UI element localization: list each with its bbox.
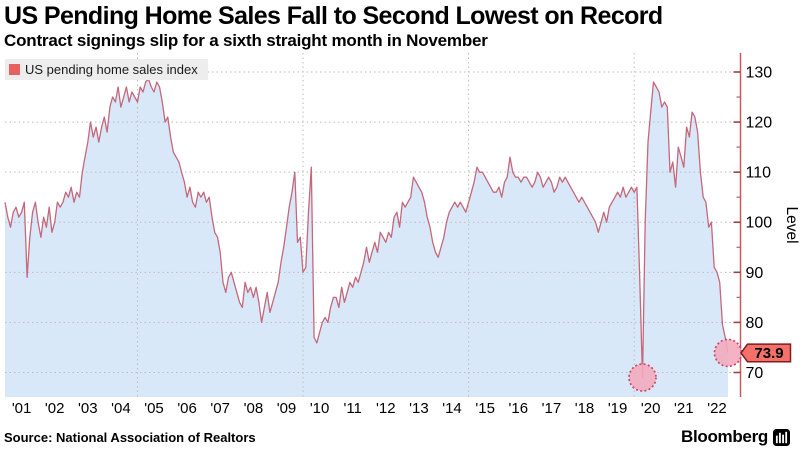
- page-title: US Pending Home Sales Fall to Second Low…: [4, 2, 663, 30]
- x-tick-label-11: '11: [343, 400, 361, 417]
- last-value-tag: [740, 343, 792, 363]
- y-tick-label-130: 130: [746, 65, 773, 82]
- x-tick-label-14: '14: [442, 400, 462, 417]
- y-tick-label-110: 110: [746, 165, 772, 182]
- legend: US pending home sales index: [5, 59, 208, 80]
- bloomberg-wordmark: Bloomberg: [680, 427, 768, 446]
- x-tick-label-05: '05: [144, 400, 164, 417]
- y-tick-label-120: 120: [746, 115, 773, 132]
- bloomberg-terminal-icon: [773, 428, 790, 446]
- x-tick-label-18: '18: [575, 400, 595, 417]
- y-tick-label-90: 90: [746, 265, 764, 282]
- x-tick-label-09: '09: [277, 400, 297, 417]
- x-tick-label-13: '13: [409, 400, 429, 417]
- x-tick-label-20: '20: [641, 400, 661, 417]
- last-value-label: 73.9: [754, 345, 783, 362]
- page-subtitle: Contract signings slip for a sixth strai…: [4, 31, 488, 50]
- legend-swatch-icon: [9, 64, 20, 75]
- x-tick-label-15: '15: [475, 400, 495, 417]
- x-tick-label-19: '19: [608, 400, 628, 417]
- y-tick-label-80: 80: [746, 315, 764, 332]
- x-tick-label-03: '03: [78, 400, 98, 417]
- x-tick-label-08: '08: [244, 400, 264, 417]
- x-tick-label-10: '10: [310, 400, 330, 417]
- bloomberg-logo: Bloomberg: [681, 427, 790, 447]
- legend-label: US pending home sales index: [25, 62, 198, 77]
- source-note: Source: National Association of Realtors: [4, 430, 256, 445]
- y-tick-label-70: 70: [746, 365, 764, 382]
- x-tick-label-12: '12: [376, 400, 396, 417]
- x-tick-label-17: '17: [542, 400, 562, 417]
- y-axis-title: Level: [783, 206, 800, 243]
- x-tick-label-07: '07: [210, 400, 230, 417]
- area-fill: [5, 79, 728, 397]
- x-tick-label-01: '01: [12, 400, 32, 417]
- latest-point-marker: [713, 338, 743, 368]
- x-tick-label-02: '02: [45, 400, 65, 417]
- x-tick-label-04: '04: [111, 400, 131, 417]
- index-line: [4, 78, 729, 379]
- covid-low-marker: [628, 363, 657, 392]
- y-tick-label-100: 100: [746, 215, 773, 232]
- x-tick-label-16: '16: [509, 400, 529, 417]
- x-tick-label-22: '22: [707, 400, 727, 417]
- x-tick-label-21: '21: [674, 400, 694, 417]
- x-tick-label-06: '06: [177, 400, 197, 417]
